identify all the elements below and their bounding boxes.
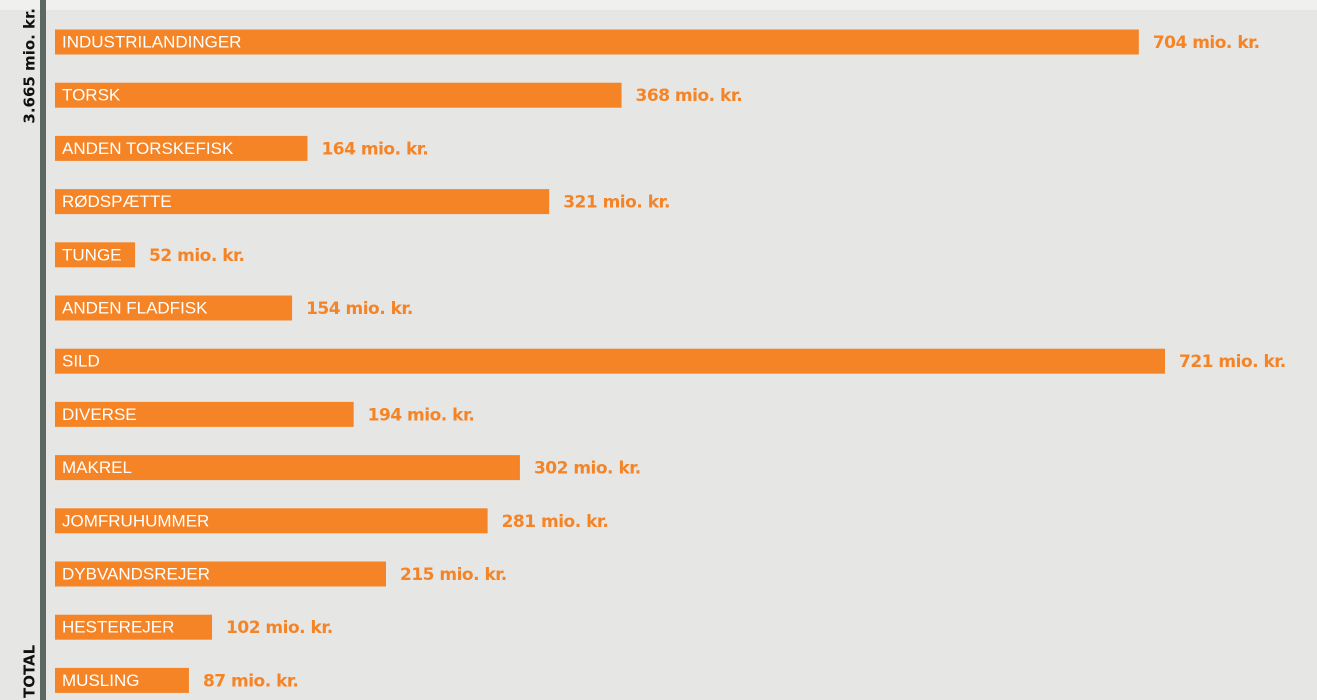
value-label: 87 mio. kr. (203, 671, 298, 691)
value-label: 194 mio. kr. (368, 405, 475, 425)
category-label: JOMFRUHUMMER (62, 511, 209, 530)
value-label: 321 mio. kr. (563, 193, 670, 213)
value-label: 368 mio. kr. (636, 86, 743, 106)
bar (55, 242, 136, 268)
category-label: INDUSTRILANDINGER (62, 32, 241, 51)
bar (55, 29, 1139, 55)
category-label: DYBVANDSREJER (62, 564, 210, 583)
bar (55, 561, 386, 587)
category-label: RØDSPÆTTE (62, 192, 172, 211)
bar (55, 295, 293, 321)
category-label: TORSK (62, 86, 121, 105)
value-label: 302 mio. kr. (534, 459, 641, 479)
category-label: ANDEN TORSKEFISK (62, 139, 234, 158)
total-value: 3.665 mio. kr. (21, 8, 39, 124)
value-label: 52 mio. kr. (149, 246, 244, 266)
bar (55, 455, 520, 481)
category-label: ANDEN FLADFISK (62, 298, 208, 317)
bar (55, 614, 213, 640)
value-label: 215 mio. kr. (400, 565, 507, 585)
value-label: 164 mio. kr. (321, 139, 428, 159)
category-label: DIVERSE (62, 405, 137, 424)
bar (55, 82, 622, 108)
total-strip (40, 0, 46, 700)
bar (55, 189, 550, 215)
value-label: 721 mio. kr. (1179, 352, 1286, 372)
category-label: HESTEREJER (62, 618, 174, 637)
category-label: MAKREL (62, 458, 132, 477)
total-label: TOTAL (21, 644, 39, 698)
bar (55, 667, 189, 693)
bar (55, 401, 354, 427)
bar (55, 348, 1165, 374)
value-label: 281 mio. kr. (502, 512, 609, 532)
bar (55, 508, 488, 534)
category-label: MUSLING (62, 671, 139, 690)
value-label: 704 mio. kr. (1153, 33, 1260, 53)
category-label: TUNGE (62, 245, 122, 264)
top-band (0, 0, 1317, 10)
bar (55, 135, 308, 161)
value-label: 154 mio. kr. (306, 299, 413, 319)
category-label: SILD (62, 352, 100, 371)
value-label: 102 mio. kr. (226, 618, 333, 638)
